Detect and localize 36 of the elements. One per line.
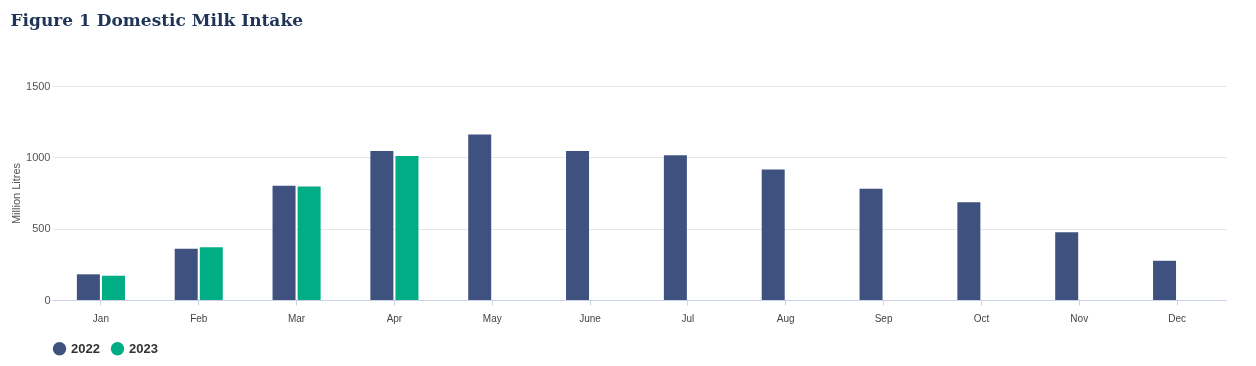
y-tick-label: 0	[44, 293, 51, 306]
bar	[859, 188, 883, 300]
x-tick-label: Aug	[776, 312, 795, 324]
bar	[297, 186, 321, 300]
x-tick-label: Jan	[92, 312, 109, 324]
bar	[1055, 232, 1079, 300]
y-tick-label: 1500	[26, 79, 51, 92]
x-tick-label: Feb	[190, 312, 208, 324]
bar	[272, 185, 296, 300]
x-tick-label: Dec	[1168, 312, 1186, 324]
bar	[174, 248, 198, 300]
x-tick-label: Nov	[1070, 312, 1089, 324]
legend-label: 2022	[71, 340, 100, 356]
bar	[101, 275, 125, 300]
bar	[761, 169, 785, 300]
x-tick-label: May	[482, 312, 502, 324]
x-tick-label: Mar	[287, 312, 306, 324]
y-tick-label: 1000	[26, 150, 51, 163]
bar	[76, 274, 100, 300]
x-tick-label: Oct	[973, 312, 990, 324]
x-tick-label: Sep	[874, 312, 893, 324]
bar	[199, 247, 223, 300]
bar	[663, 155, 687, 300]
bar	[957, 202, 981, 300]
y-tick-label: 500	[32, 222, 51, 235]
x-tick-label: Apr	[386, 312, 403, 324]
bar	[370, 150, 394, 300]
x-tick-label: June	[579, 312, 602, 324]
x-tick-label: Jul	[681, 312, 695, 324]
chart-title: Figure 1 Domestic Milk Intake	[10, 10, 304, 30]
bar	[395, 155, 419, 300]
bar	[468, 134, 492, 300]
bar	[1153, 260, 1177, 300]
legend-label: 2023	[129, 340, 158, 356]
y-axis-title: Million Litres	[10, 162, 23, 225]
bar	[566, 150, 590, 300]
